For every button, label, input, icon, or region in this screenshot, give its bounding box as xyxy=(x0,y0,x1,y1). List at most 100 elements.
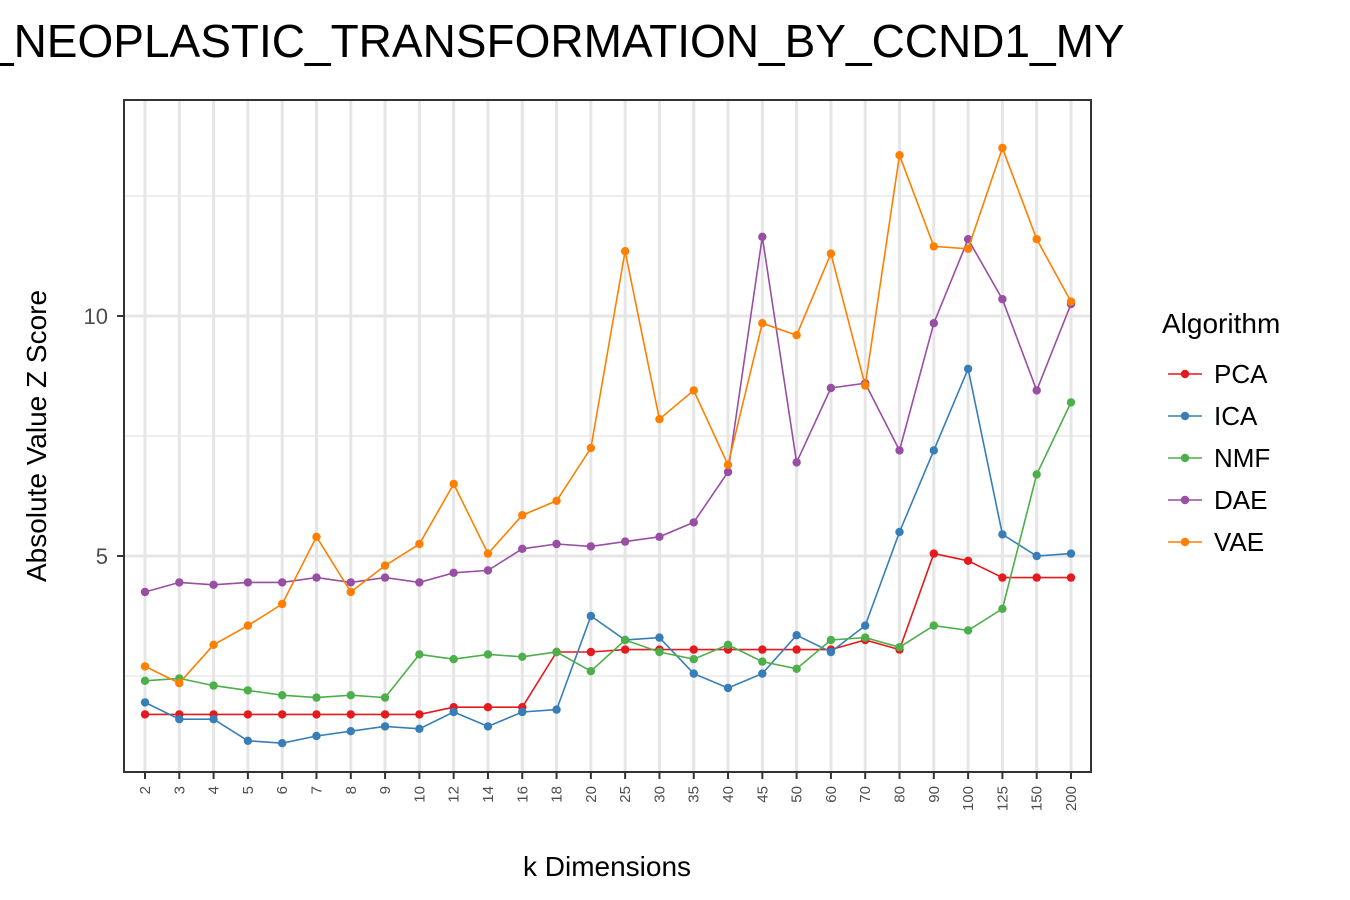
nmf-line xyxy=(144,402,1072,699)
series-layer xyxy=(140,143,1076,748)
nmf-point xyxy=(1066,398,1076,407)
x-tick-label: 18 xyxy=(549,786,566,803)
x-tick-label: 3 xyxy=(171,786,188,794)
dae-point xyxy=(929,319,939,328)
nmf-point xyxy=(277,691,287,700)
x-tick-label: 20 xyxy=(583,786,600,803)
vae-point xyxy=(415,539,424,549)
ica-line xyxy=(144,366,1072,745)
pca-point xyxy=(998,573,1007,582)
ica-point xyxy=(380,722,390,731)
legend-label: ICA xyxy=(1214,401,1258,431)
nmf-point xyxy=(483,650,493,659)
x-tick-label: 90 xyxy=(926,786,943,803)
x-tick-label: 5 xyxy=(240,786,257,794)
grid xyxy=(124,100,1091,772)
x-tick-label: 60 xyxy=(823,786,840,803)
series-dae xyxy=(140,232,1076,597)
vae-line xyxy=(144,145,1072,685)
dae-point xyxy=(655,532,664,541)
ica-point xyxy=(826,647,836,657)
ica-point xyxy=(312,731,321,741)
legend-item-vae: VAE xyxy=(1168,527,1264,557)
nmf-point xyxy=(209,681,218,690)
ica-point xyxy=(449,707,458,717)
vae-point xyxy=(518,511,527,520)
x-tick-label: 6 xyxy=(274,786,291,794)
nmf-point xyxy=(140,676,150,685)
vae-point xyxy=(861,381,870,390)
pca-point xyxy=(243,710,253,719)
legend-key-point xyxy=(1180,537,1190,547)
legend-label: DAE xyxy=(1214,485,1267,515)
x-tick-label: 100 xyxy=(960,786,977,811)
x-tick-label: 70 xyxy=(857,786,874,803)
pca-point xyxy=(1066,573,1076,582)
ica-point xyxy=(552,705,561,714)
x-tick-label: 9 xyxy=(377,786,394,794)
ica-point xyxy=(963,364,973,373)
nmf-point xyxy=(243,686,253,695)
nmf-point xyxy=(1032,470,1041,479)
pca-point xyxy=(963,556,973,565)
nmf-point xyxy=(723,640,733,649)
x-tick-label: 4 xyxy=(206,786,223,794)
vae-point xyxy=(346,587,355,597)
nmf-point xyxy=(346,691,355,700)
chart-title: _NEOPLASTIC_TRANSFORMATION_BY_CCND1_MY xyxy=(0,15,1125,67)
dae-point xyxy=(346,578,355,587)
nmf-point xyxy=(380,693,390,702)
nmf-point xyxy=(929,621,939,630)
legend-item-ica: ICA xyxy=(1168,401,1258,431)
legend-item-nmf: NMF xyxy=(1168,443,1270,473)
x-tick-label: 50 xyxy=(789,786,806,803)
vae-point xyxy=(1066,297,1076,306)
series-nmf xyxy=(140,398,1076,702)
ica-point xyxy=(792,631,801,640)
x-tick-label: 125 xyxy=(994,786,1011,811)
pca-point xyxy=(620,645,630,654)
dae-point xyxy=(209,580,218,589)
nmf-point xyxy=(620,635,630,645)
vae-point xyxy=(552,496,561,505)
ica-point xyxy=(1032,551,1041,561)
vae-point xyxy=(792,331,801,340)
pca-point xyxy=(689,645,698,654)
vae-point xyxy=(620,247,630,256)
ica-point xyxy=(723,683,733,693)
ica-point xyxy=(209,715,218,724)
legend-key-point xyxy=(1180,495,1190,505)
nmf-point xyxy=(998,604,1007,613)
dae-line xyxy=(144,236,1072,593)
legend-label: PCA xyxy=(1214,359,1268,389)
vae-point xyxy=(243,621,253,630)
ica-point xyxy=(140,698,150,707)
nmf-point xyxy=(792,664,801,673)
ica-point xyxy=(998,530,1007,539)
nmf-point xyxy=(861,633,870,642)
ica-point xyxy=(277,739,287,748)
ica-point xyxy=(518,707,527,717)
legend-key-point xyxy=(1180,369,1190,379)
dae-point xyxy=(998,295,1007,304)
vae-point xyxy=(998,143,1007,153)
pca-point xyxy=(312,710,321,719)
ica-point xyxy=(929,446,939,455)
ica-point xyxy=(655,633,664,642)
vae-point xyxy=(895,151,904,160)
nmf-point xyxy=(758,657,767,666)
vae-point xyxy=(963,244,973,253)
x-tick-label: 14 xyxy=(480,786,497,803)
dae-point xyxy=(620,537,630,546)
vae-point xyxy=(586,443,596,453)
vae-point xyxy=(140,662,150,671)
vae-point xyxy=(1032,235,1041,244)
vae-point xyxy=(277,599,287,609)
legend-label: NMF xyxy=(1214,443,1270,473)
pca-line xyxy=(145,552,1071,716)
dae-point xyxy=(758,232,767,241)
x-tick-label: 30 xyxy=(651,786,668,803)
pca-point xyxy=(929,549,939,558)
legend-key-point xyxy=(1180,411,1190,421)
